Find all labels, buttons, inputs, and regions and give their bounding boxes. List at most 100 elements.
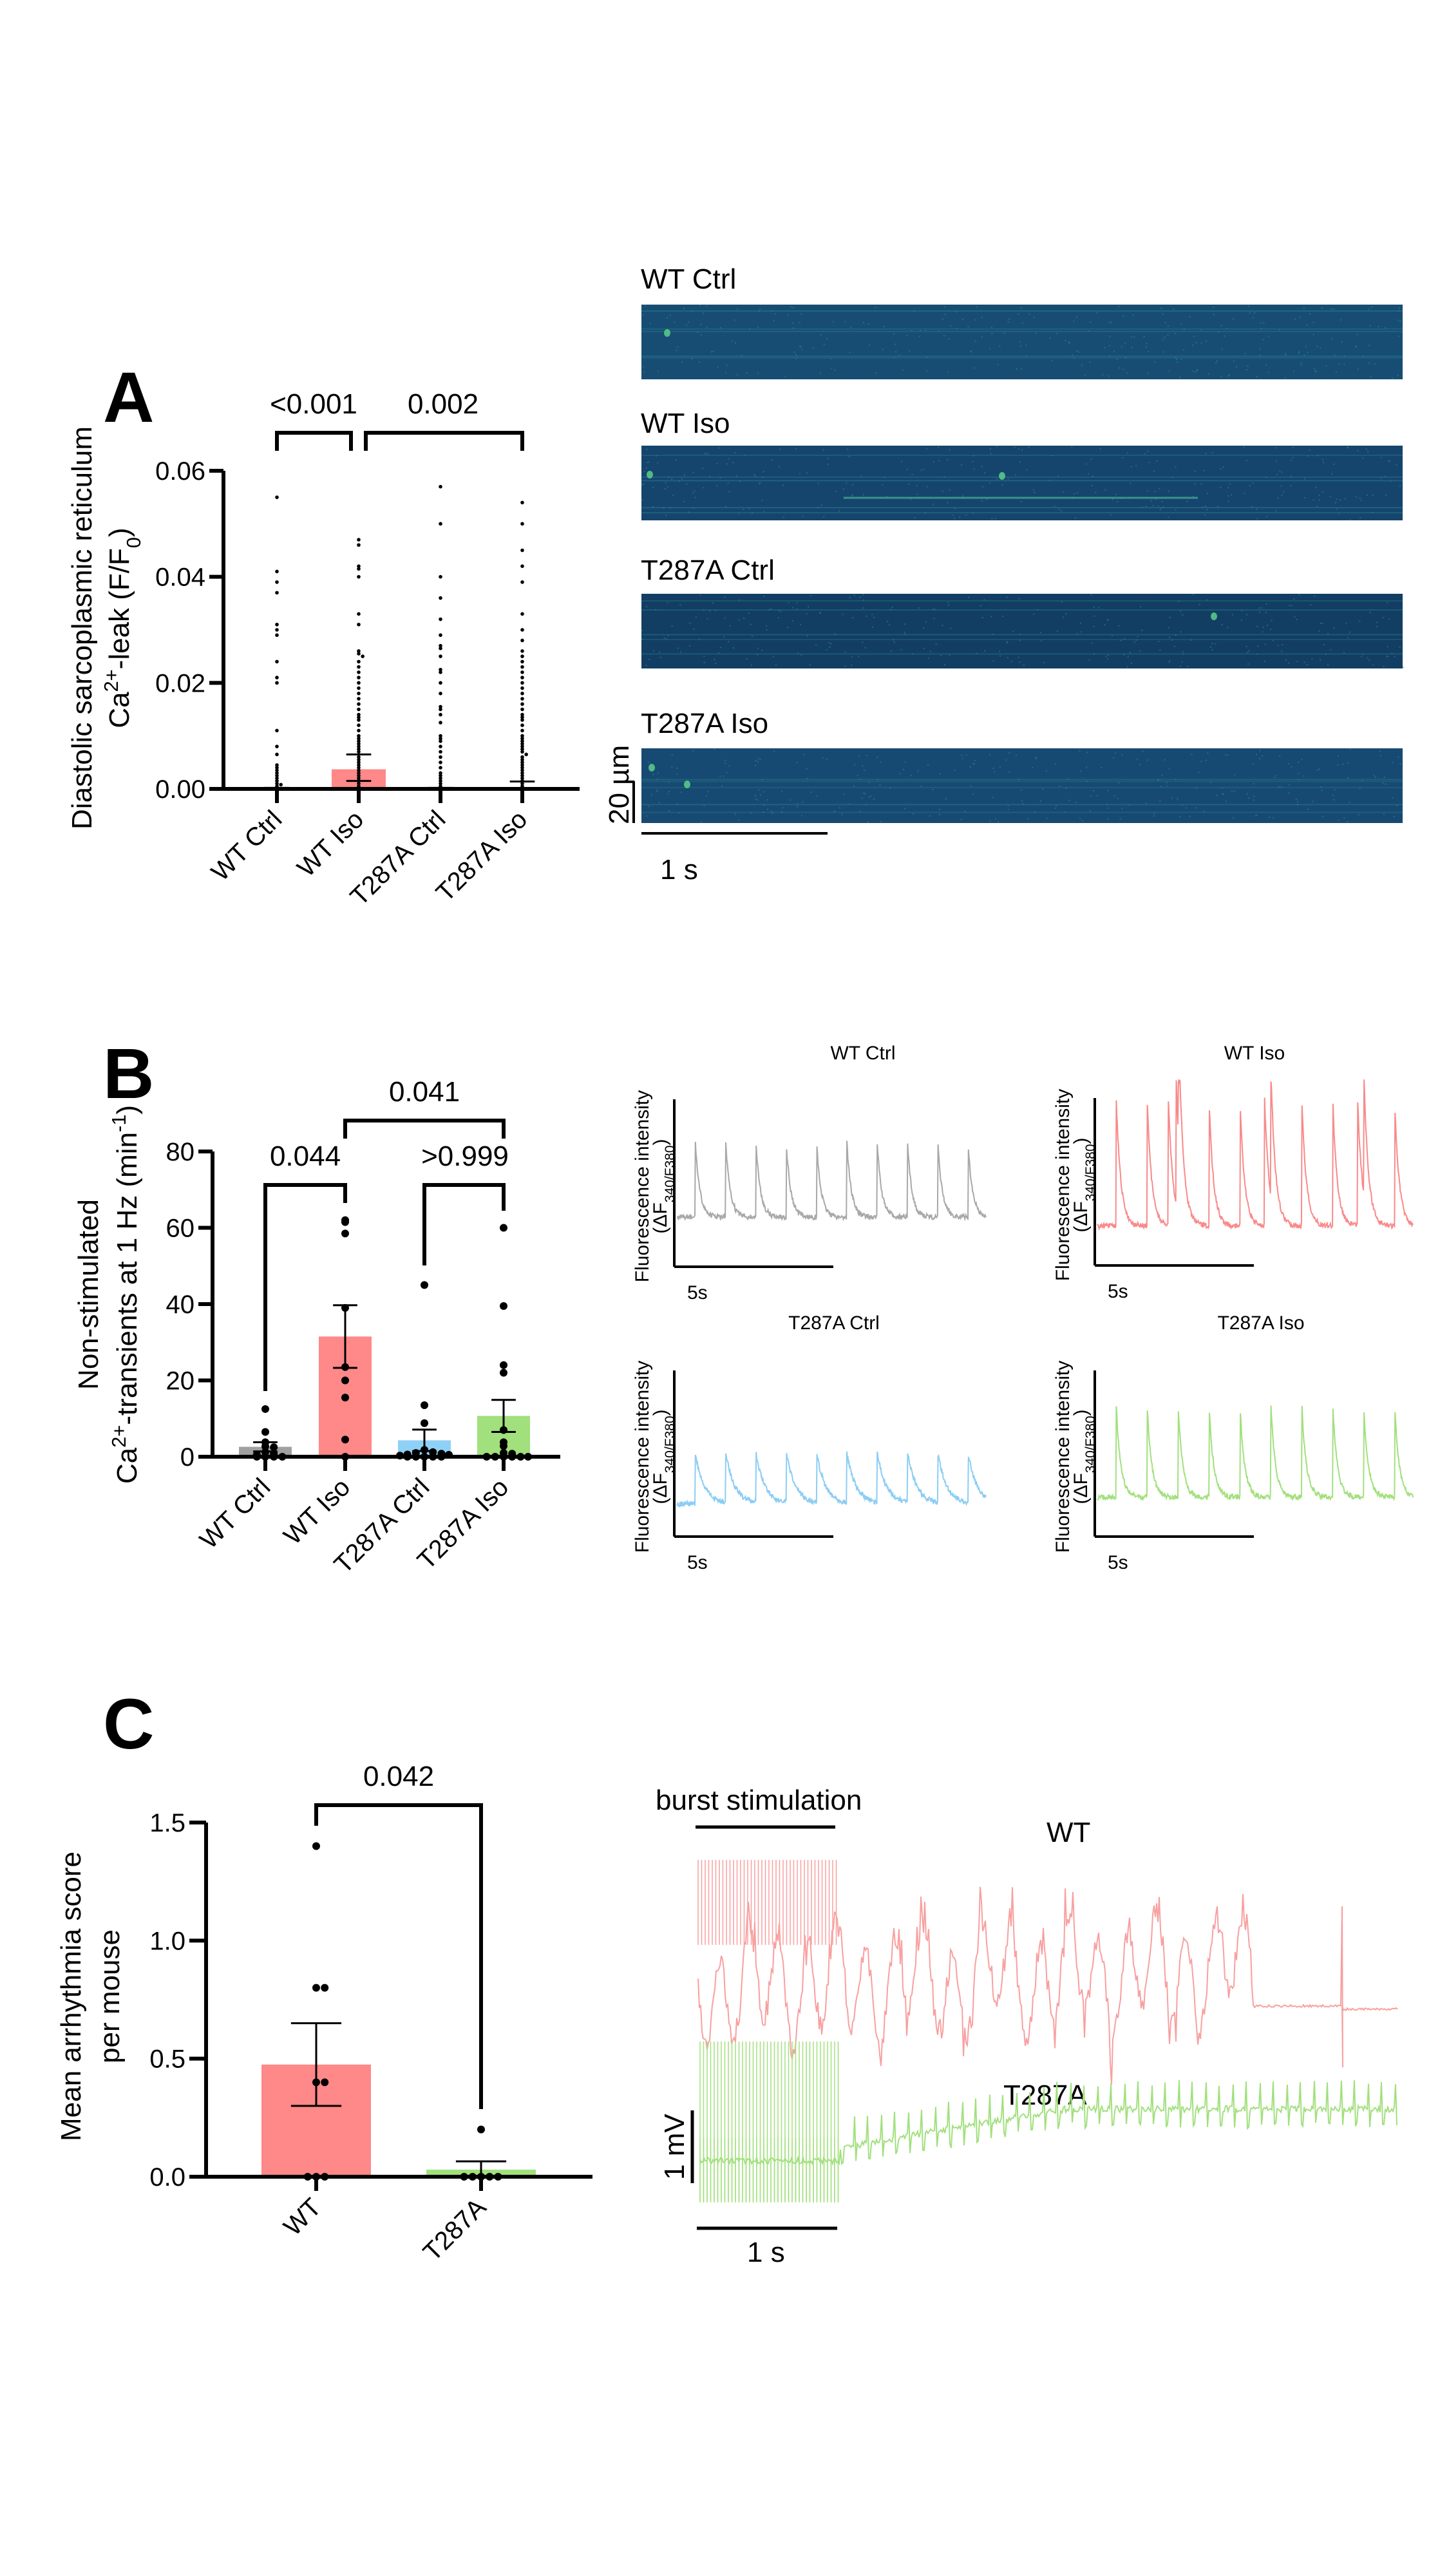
- kymograph-noise-1: [938, 446, 940, 448]
- kymograph-noise-0: [1244, 353, 1246, 355]
- point-a-2: [439, 667, 442, 672]
- point-a-3: [520, 744, 524, 748]
- kymograph-noise-2: [796, 609, 798, 611]
- kymograph-noise-2: [1272, 639, 1274, 641]
- kymograph-noise-1: [1230, 494, 1232, 496]
- kymograph-noise-1: [683, 474, 685, 476]
- kymograph-noise-0: [800, 313, 802, 315]
- kymograph-noise-1: [1396, 464, 1397, 466]
- kymograph-noise-1: [716, 462, 718, 464]
- kymograph-noise-2: [714, 659, 715, 661]
- kymograph-noise-0: [902, 369, 904, 371]
- kymograph-noise-0: [1249, 312, 1251, 314]
- calcium-trace-0: [676, 1141, 987, 1222]
- kymograph-noise-3: [1121, 754, 1123, 756]
- kymograph-noise-2: [1141, 629, 1143, 631]
- trace-y-label-2: Fluorescence intensity: [632, 1361, 653, 1553]
- kymograph-noise-1: [990, 453, 992, 455]
- kymograph-noise-1: [852, 494, 854, 496]
- kymograph-noise-3: [1232, 817, 1234, 819]
- kymograph-noise-1: [1014, 446, 1016, 448]
- kymograph-noise-3: [1164, 759, 1166, 761]
- kymograph-noise-3: [1291, 766, 1293, 768]
- kymograph-noise-1: [1322, 462, 1324, 464]
- point-a-1: [357, 747, 361, 752]
- kymograph-noise-0: [1122, 368, 1124, 370]
- kymograph-noise-0: [1073, 357, 1075, 359]
- kymograph-noise-3: [1059, 785, 1061, 787]
- point-a-2: [439, 596, 442, 600]
- kymograph-noise-1: [938, 460, 940, 462]
- kymograph-noise-1: [1168, 490, 1170, 492]
- kymograph-noise-1: [996, 478, 998, 480]
- kymograph-noise-2: [1135, 639, 1137, 641]
- kymograph-noise-2: [1168, 661, 1170, 663]
- kymograph-noise-2: [1291, 605, 1293, 607]
- x-tick-label-c-0: WT: [278, 2193, 327, 2241]
- kymograph-noise-1: [692, 492, 694, 494]
- kymograph-noise-1: [1281, 471, 1283, 473]
- kymograph-noise-0: [1121, 346, 1122, 348]
- kymograph-noise-0: [1195, 371, 1197, 373]
- kymograph-noise-3: [932, 788, 934, 790]
- kymograph-noise-3: [1358, 814, 1359, 816]
- point-a-1: [357, 564, 361, 568]
- kymograph-noise-3: [1168, 768, 1170, 770]
- kymograph-noise-2: [1158, 641, 1160, 643]
- kymograph-noise-1: [655, 455, 657, 457]
- kymograph-noise-1: [1229, 483, 1231, 485]
- point-a-3: [520, 742, 524, 746]
- kymograph-noise-2: [649, 658, 650, 660]
- kymograph-noise-0: [735, 342, 737, 344]
- kymograph-noise-3: [1079, 818, 1081, 820]
- kymograph-noise-3: [1287, 763, 1289, 765]
- kymograph-noise-2: [949, 654, 951, 656]
- point-a-1: [357, 712, 361, 717]
- kymograph-noise-2: [819, 612, 821, 614]
- kymograph-noise-3: [929, 815, 931, 817]
- point-a-1: [357, 702, 361, 706]
- kymograph-noise-2: [806, 635, 808, 637]
- kymograph-noise-3: [1054, 762, 1056, 764]
- kymograph-noise-0: [1118, 305, 1120, 307]
- kymograph-noise-3: [1101, 767, 1103, 769]
- kymograph-noise-3: [1203, 811, 1205, 813]
- kymograph-noise-0: [643, 372, 645, 374]
- kymograph-noise-2: [788, 601, 790, 603]
- point-a-3: [524, 752, 528, 757]
- kymograph-noise-2: [981, 617, 983, 619]
- kymograph-noise-3: [1343, 817, 1345, 819]
- kymograph-noise-2: [719, 647, 721, 649]
- kymograph-noise-0: [1224, 335, 1226, 337]
- kymograph-noise-3: [1312, 800, 1314, 802]
- kymograph-noise-1: [1372, 494, 1374, 496]
- kymograph-noise-2: [1039, 631, 1041, 633]
- kymograph-noise-2: [894, 641, 896, 643]
- kymograph-noise-3: [992, 797, 994, 799]
- kymograph-noise-3: [771, 810, 773, 812]
- kymograph-noise-0: [691, 357, 693, 359]
- kymograph-noise-0: [989, 348, 991, 350]
- kymograph-noise-3: [1031, 767, 1033, 769]
- kymograph-noise-2: [933, 618, 935, 620]
- kymograph-noise-3: [864, 793, 866, 795]
- kymograph-noise-0: [844, 321, 846, 323]
- kymograph-noise-1: [1126, 452, 1128, 454]
- y-tick-label-c-0: 0.0: [149, 2163, 185, 2192]
- kymograph-noise-0: [898, 354, 900, 356]
- kymograph-noise-0: [1354, 345, 1356, 347]
- kymograph-noise-2: [1333, 627, 1335, 629]
- kymograph-noise-3: [668, 791, 670, 793]
- kymograph-noise-0: [1108, 355, 1110, 357]
- kymograph-noise-3: [1361, 780, 1363, 782]
- kymograph-noise-1: [1048, 479, 1050, 481]
- y-tick-label-c-2: 1.0: [149, 1927, 185, 1955]
- kymograph-noise-1: [820, 504, 822, 506]
- kymograph-noise-1: [728, 458, 730, 460]
- kymograph-noise-3: [1195, 807, 1197, 809]
- kymograph-noise-0: [1068, 342, 1070, 344]
- kymograph-noise-2: [712, 602, 714, 604]
- kymograph-noise-2: [646, 606, 648, 608]
- kymograph-noise-1: [701, 468, 703, 469]
- kymograph-noise-0: [1025, 355, 1027, 357]
